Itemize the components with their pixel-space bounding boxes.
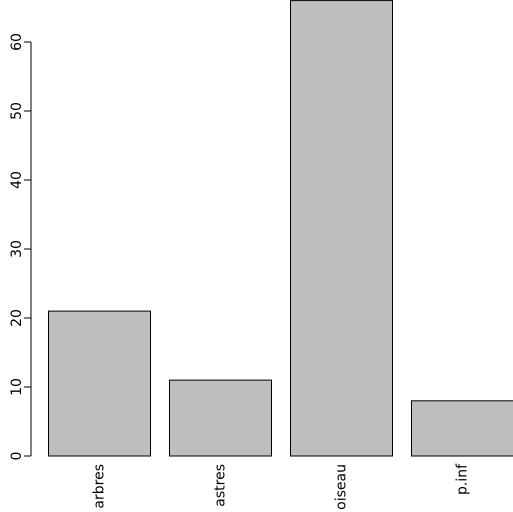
bar-astres [169,379,272,457]
y-tick-label: 50 [9,102,25,120]
y-tick-label: 20 [9,309,25,327]
x-category-label: arbres [92,464,108,509]
x-category-label: p.inf [455,463,471,495]
y-tick-label: 60 [9,33,25,51]
y-axis: 0 10 20 30 40 50 60 [9,33,32,461]
y-tick-label: 10 [9,378,25,396]
bar-p-inf [411,400,513,457]
x-category-label: astres [213,464,229,507]
bars [48,0,513,457]
bar-arbres [48,310,151,457]
y-tick-label: 30 [9,240,25,258]
x-category-label: oiseau [334,464,350,510]
y-tick-label: 40 [9,171,25,189]
bar-oiseau [290,0,393,457]
y-tick-label: 0 [9,452,25,461]
x-axis-labels: arbres astres oiseau p.inf [92,463,471,510]
